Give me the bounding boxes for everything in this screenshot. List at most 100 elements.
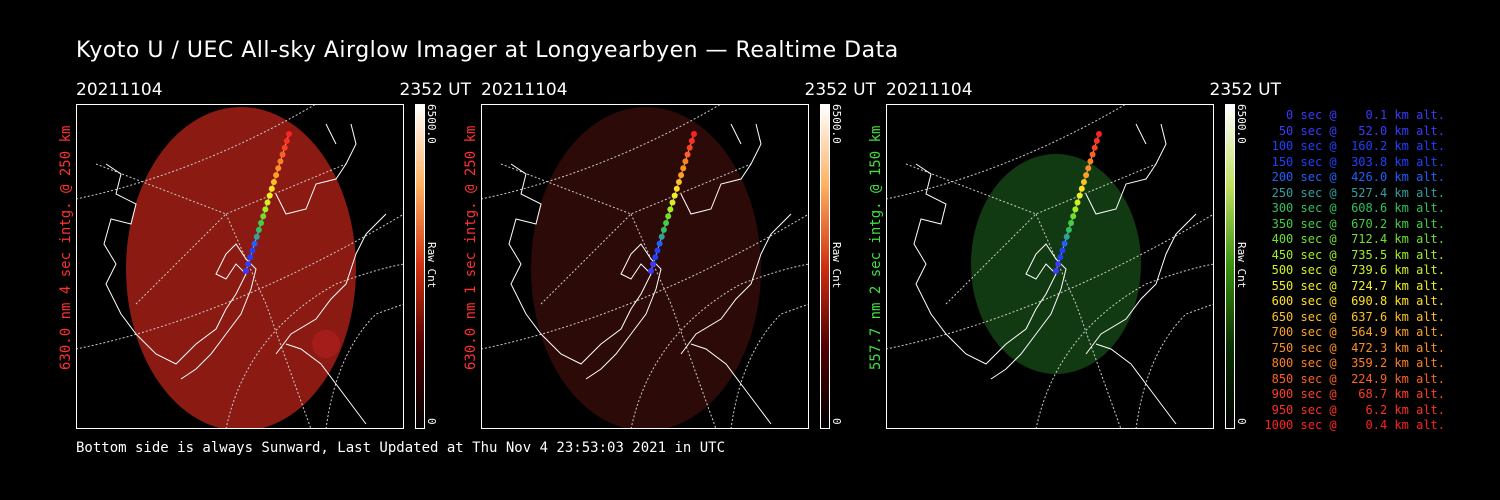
panel-date: 20211104 (886, 80, 973, 100)
grid-line (135, 213, 227, 305)
trajectory-point (1091, 144, 1098, 151)
trajectory-point (260, 213, 267, 220)
legend-entry: 300 sec @ 608.6 km alt. (1271, 201, 1445, 215)
coastline (275, 213, 387, 425)
allsky-image (76, 104, 404, 429)
panel-time: 2352 UT (399, 80, 472, 100)
legend-entry: 200 sec @ 426.0 km alt. (1271, 170, 1445, 184)
panel-y-label: 557.7 nm 2 sec intg. @ 150 km (868, 125, 884, 370)
legend-entry: 400 sec @ 712.4 km alt. (1271, 232, 1445, 246)
trajectory-point (1093, 137, 1100, 144)
grid-line (540, 213, 632, 305)
trajectory-point (680, 165, 687, 172)
legend-entry: 100 sec @ 160.2 km alt. (1271, 139, 1445, 153)
trajectory-point (1078, 185, 1085, 192)
panel-time: 2352 UT (1209, 80, 1282, 100)
grid-line (1135, 303, 1214, 429)
trajectory-point (262, 206, 269, 213)
legend-entry: 450 sec @ 735.5 km alt. (1271, 247, 1445, 262)
trajectory-point (253, 233, 260, 240)
grid-line (886, 213, 1214, 350)
trajectory-point (273, 172, 280, 179)
trajectory-point (675, 178, 682, 185)
trajectory-point (1072, 206, 1079, 213)
trajectory-point (671, 192, 678, 199)
coastline (508, 163, 662, 380)
legend-entry: 250 sec @ 527.4 km alt. (1271, 185, 1445, 200)
legend-entry: 650 sec @ 637.6 km alt. (1271, 309, 1445, 324)
image-frame (886, 104, 1214, 429)
colorbar-min: 0 (830, 418, 843, 425)
trajectory-point (663, 220, 670, 227)
trajectory-point (243, 268, 249, 274)
trajectory-point (255, 226, 262, 233)
trajectory-point (688, 137, 695, 144)
colorbar-max: 6500.0 (425, 104, 438, 144)
colorbar-min: 0 (1235, 418, 1248, 425)
legend-entry: 900 sec @ 68.7 km alt. (1271, 387, 1445, 401)
trajectory-point (249, 247, 256, 254)
trajectory-point (686, 144, 693, 151)
grid-line (630, 213, 717, 429)
coastline (1085, 213, 1197, 425)
trajectory-point (264, 199, 271, 206)
footer-note: Bottom side is always Sunward, Last Upda… (76, 440, 726, 456)
grid-line (905, 163, 1157, 215)
trajectory-point (1059, 247, 1066, 254)
trajectory-point (691, 131, 697, 137)
trajectory-point (650, 261, 657, 268)
trajectory-point (277, 158, 284, 165)
coastline (1085, 123, 1167, 215)
trajectory-point (648, 268, 654, 274)
colorbar (415, 104, 425, 429)
coastline (103, 163, 257, 380)
legend-entry: 700 sec @ 564.9 km alt. (1271, 325, 1445, 339)
grid-line (481, 104, 722, 200)
grid-line (481, 213, 809, 350)
trajectory-point (268, 185, 275, 192)
trajectory-point (1070, 213, 1077, 220)
colorbar-max: 6500.0 (1235, 104, 1248, 144)
trajectory-point (286, 131, 292, 137)
trajectory-point (270, 178, 277, 185)
legend-entry: 750 sec @ 472.3 km alt. (1271, 340, 1445, 355)
colorbar-max: 6500.0 (830, 104, 843, 144)
trajectory-point (1087, 158, 1094, 165)
trajectory-point (1053, 268, 1059, 274)
allsky-image (886, 104, 1214, 429)
panel-y-label: 630.0 nm 1 sec intg. @ 250 km (463, 125, 479, 370)
trajectory-point (1085, 165, 1092, 172)
panel-y-label: 630.0 nm 4 sec intg. @ 250 km (58, 125, 74, 370)
legend-entry: 0 sec @ 0.1 km alt. (1286, 108, 1445, 122)
legend-entry: 50 sec @ 52.0 km alt. (1278, 123, 1445, 138)
grid-line (95, 163, 347, 215)
trajectory-point (1074, 199, 1081, 206)
trajectory-point (281, 144, 288, 151)
trajectory-point (660, 226, 667, 233)
trajectory-point (678, 172, 685, 179)
legend-entry: 800 sec @ 359.2 km alt. (1271, 356, 1445, 370)
trajectory-point (682, 158, 689, 165)
trajectory-point (656, 240, 663, 247)
trajectory-point (279, 151, 286, 158)
trajectory-point (1063, 233, 1070, 240)
grid-line (730, 303, 809, 429)
trajectory-point (665, 213, 672, 220)
grid-line (500, 163, 752, 215)
trajectory-point (654, 247, 661, 254)
grid-line (886, 104, 1127, 200)
coastline (680, 213, 792, 425)
coastline (913, 163, 1067, 380)
trajectory-point (1096, 131, 1102, 137)
trajectory-point (1080, 178, 1087, 185)
trajectory-point (1076, 192, 1083, 199)
trajectory-point (251, 240, 258, 247)
colorbar-label: Raw Cnt (830, 242, 843, 289)
grid-line (225, 213, 312, 429)
legend-entry: 350 sec @ 670.2 km alt. (1271, 216, 1445, 231)
trajectory-point (1068, 220, 1075, 227)
image-frame (76, 104, 404, 429)
trajectory-point (667, 206, 674, 213)
panel-date: 20211104 (481, 80, 568, 100)
trajectory-point (669, 199, 676, 206)
